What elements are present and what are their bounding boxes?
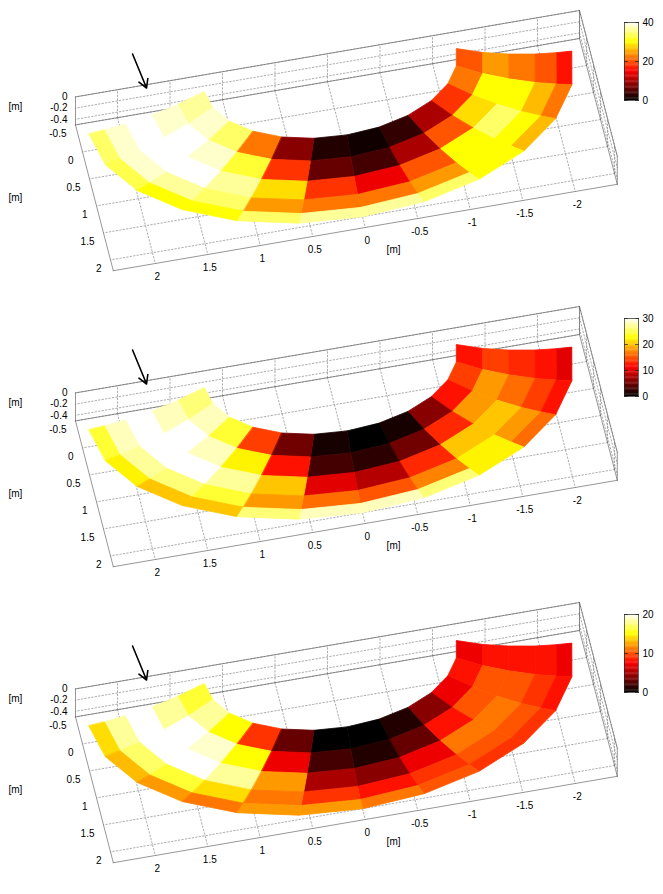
svg-text:30: 30	[643, 313, 655, 324]
svg-text:40: 40	[643, 17, 655, 28]
svg-text:-1.5: -1.5	[516, 208, 534, 219]
svg-text:0: 0	[68, 451, 74, 462]
svg-text:0: 0	[643, 391, 649, 402]
svg-text:-2: -2	[573, 791, 582, 802]
svg-text:0: 0	[62, 91, 68, 102]
svg-text:[m]: [m]	[387, 540, 401, 551]
svg-text:2: 2	[96, 855, 102, 866]
svg-text:[m]: [m]	[9, 784, 23, 795]
svg-text:-0.5: -0.5	[411, 522, 429, 533]
svg-text:0.5: 0.5	[308, 244, 322, 255]
svg-text:0: 0	[643, 687, 649, 698]
svg-text:-1: -1	[468, 217, 477, 228]
svg-text:-2: -2	[573, 199, 582, 210]
svg-text:-0.5: -0.5	[411, 226, 429, 237]
svg-text:0: 0	[68, 155, 74, 166]
svg-text:20: 20	[643, 609, 655, 620]
svg-text:10: 10	[643, 365, 655, 376]
svg-text:1.5: 1.5	[203, 854, 217, 865]
svg-text:[m]: [m]	[9, 101, 23, 112]
svg-text:[m]: [m]	[387, 244, 401, 255]
svg-text:1: 1	[82, 801, 88, 812]
svg-text:1: 1	[82, 209, 88, 220]
svg-text:0.5: 0.5	[308, 540, 322, 551]
svg-text:0: 0	[643, 95, 649, 106]
svg-text:2: 2	[96, 263, 102, 274]
svg-text:2: 2	[155, 271, 161, 282]
svg-text:-1: -1	[468, 809, 477, 820]
svg-text:1: 1	[260, 549, 266, 560]
svg-text:2: 2	[96, 559, 102, 570]
svg-text:-0.2: -0.2	[50, 694, 68, 705]
svg-text:-0.5: -0.5	[49, 424, 67, 435]
svg-text:20: 20	[643, 339, 655, 350]
svg-text:-1.5: -1.5	[516, 800, 534, 811]
svg-text:-2: -2	[573, 495, 582, 506]
svg-text:0: 0	[365, 531, 371, 542]
svg-text:1.5: 1.5	[203, 558, 217, 569]
svg-text:0: 0	[365, 827, 371, 838]
svg-text:1.5: 1.5	[81, 828, 95, 839]
svg-text:1.5: 1.5	[81, 236, 95, 247]
svg-text:20: 20	[643, 56, 655, 67]
svg-text:2: 2	[155, 863, 161, 874]
svg-text:1.5: 1.5	[203, 262, 217, 273]
svg-text:[m]: [m]	[9, 192, 23, 203]
svg-text:0.5: 0.5	[67, 182, 81, 193]
svg-text:[m]: [m]	[9, 397, 23, 408]
svg-text:-0.2: -0.2	[50, 398, 68, 409]
svg-text:0: 0	[62, 387, 68, 398]
svg-text:-1.5: -1.5	[516, 504, 534, 515]
svg-text:-0.2: -0.2	[50, 102, 68, 113]
svg-text:0: 0	[62, 683, 68, 694]
svg-text:-0.5: -0.5	[49, 128, 67, 139]
svg-text:0.5: 0.5	[67, 478, 81, 489]
svg-text:10: 10	[643, 648, 655, 659]
svg-text:-0.4: -0.4	[50, 706, 68, 717]
svg-text:1: 1	[260, 253, 266, 264]
svg-text:[m]: [m]	[387, 836, 401, 847]
svg-text:-1: -1	[468, 513, 477, 524]
svg-text:-0.5: -0.5	[411, 818, 429, 829]
svg-text:[m]: [m]	[9, 488, 23, 499]
svg-text:-0.4: -0.4	[50, 410, 68, 421]
svg-text:0.5: 0.5	[308, 836, 322, 847]
svg-text:1: 1	[260, 845, 266, 856]
svg-text:2: 2	[155, 567, 161, 578]
svg-text:1: 1	[82, 505, 88, 516]
svg-text:0: 0	[68, 747, 74, 758]
svg-text:-0.5: -0.5	[49, 720, 67, 731]
svg-text:0.5: 0.5	[67, 774, 81, 785]
svg-text:-0.4: -0.4	[50, 114, 68, 125]
svg-text:1.5: 1.5	[81, 532, 95, 543]
svg-text:[m]: [m]	[9, 693, 23, 704]
svg-text:0: 0	[365, 235, 371, 246]
